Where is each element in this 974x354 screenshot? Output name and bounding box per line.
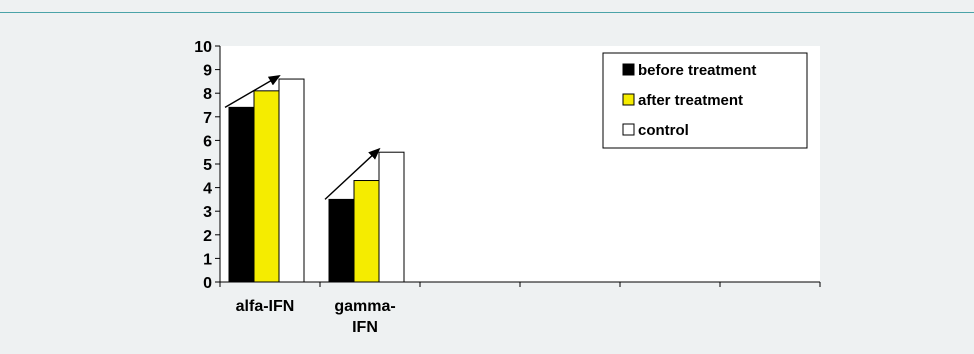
y-tick-label: 8 [203,86,212,103]
trend-arrows [224,75,381,200]
legend-label-after-treatment: after treatment [638,92,743,109]
legend-swatch-after-treatment [622,93,635,106]
bar-before-treatment-0 [228,106,255,283]
bar-before-treatment-1 [328,198,355,283]
bar-after-treatment-0 [253,90,280,283]
y-tick-label: 10 [194,39,212,56]
legend-swatch-control [622,123,635,136]
bars [228,78,405,283]
top-accent-rule [0,12,974,13]
legend-box [602,52,808,149]
y-tick-label: 7 [203,110,212,127]
y-tick-label: 9 [203,63,212,80]
trend-arrow [224,75,281,108]
y-tick-label: 4 [203,181,212,198]
category-labels: alfa-IFN gamma-IFN [236,298,396,336]
y-tick-label: 5 [203,157,212,174]
legend-label-control: control [638,122,689,139]
trend-arrow [324,147,381,200]
y-tick-label: 0 [203,275,212,292]
y-tick-label: 1 [203,251,212,268]
y-tick-labels: 0 1 2 3 4 5 6 7 8 9 10 [194,39,212,292]
bar-control-0 [278,78,305,283]
category-label-alfa-ifn: alfa-IFN [236,298,295,315]
y-tick-label: 2 [203,228,212,245]
bar-after-treatment-1 [353,180,380,283]
axes [215,45,821,287]
y-tick-label: 6 [203,133,212,150]
bar-control-1 [378,151,405,283]
legend-label-before-treatment: before treatment [638,62,756,79]
legend-swatch-before-treatment [622,63,635,76]
legend: before treatment after treatment control [602,52,808,149]
category-label-gamma-ifn: gamma-IFN [334,298,395,336]
y-tick-label: 3 [203,204,212,221]
